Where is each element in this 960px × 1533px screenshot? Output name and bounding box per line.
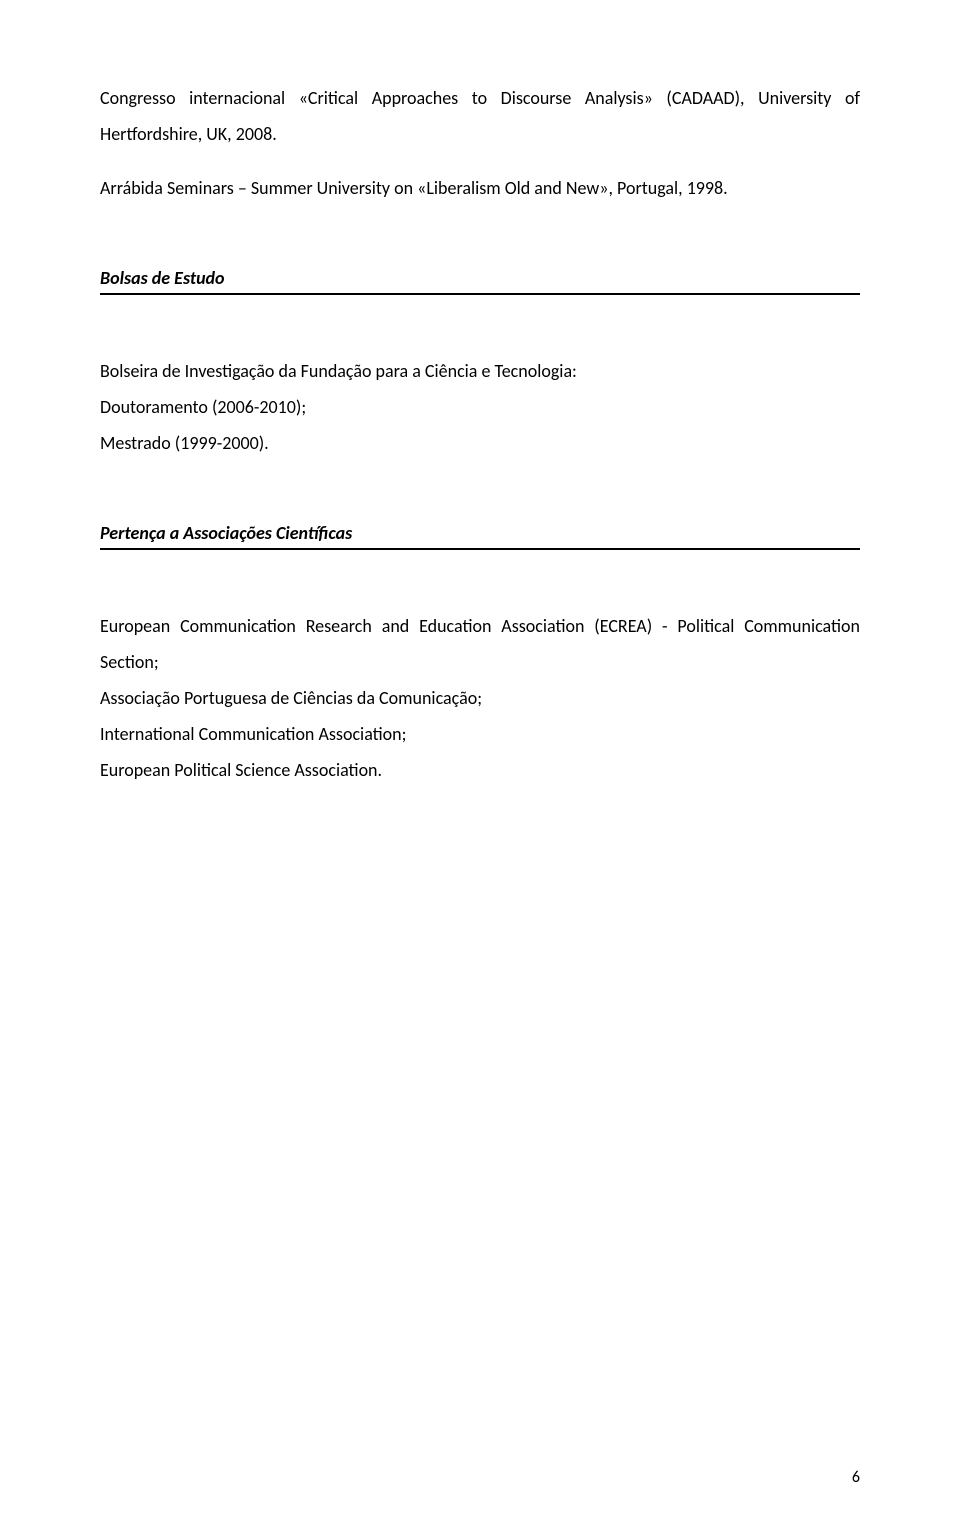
section-heading-pertenca: Pertença a Associações Científicas (100, 519, 860, 550)
page-number: 6 (852, 1468, 860, 1487)
spacer (100, 550, 860, 608)
spacer (100, 152, 860, 170)
paragraph-bolsas-1: Bolseira de Investigação da Fundação par… (100, 353, 860, 389)
paragraph-intro-1: Congresso internacional «Critical Approa… (100, 80, 860, 152)
paragraph-pertenca-3: International Communication Association; (100, 716, 860, 752)
section-heading-bolsas: Bolsas de Estudo (100, 264, 860, 295)
paragraph-pertenca-1: European Communication Research and Educ… (100, 608, 860, 680)
paragraph-intro-2: Arrábida Seminars – Summer University on… (100, 170, 860, 206)
document-page: Congresso internacional «Critical Approa… (0, 0, 960, 1533)
paragraph-bolsas-2: Doutoramento (2006-2010); (100, 389, 860, 425)
paragraph-pertenca-4: European Political Science Association. (100, 752, 860, 788)
paragraph-bolsas-3: Mestrado (1999-2000). (100, 425, 860, 461)
paragraph-pertenca-2: Associação Portuguesa de Ciências da Com… (100, 680, 860, 716)
spacer (100, 295, 860, 353)
